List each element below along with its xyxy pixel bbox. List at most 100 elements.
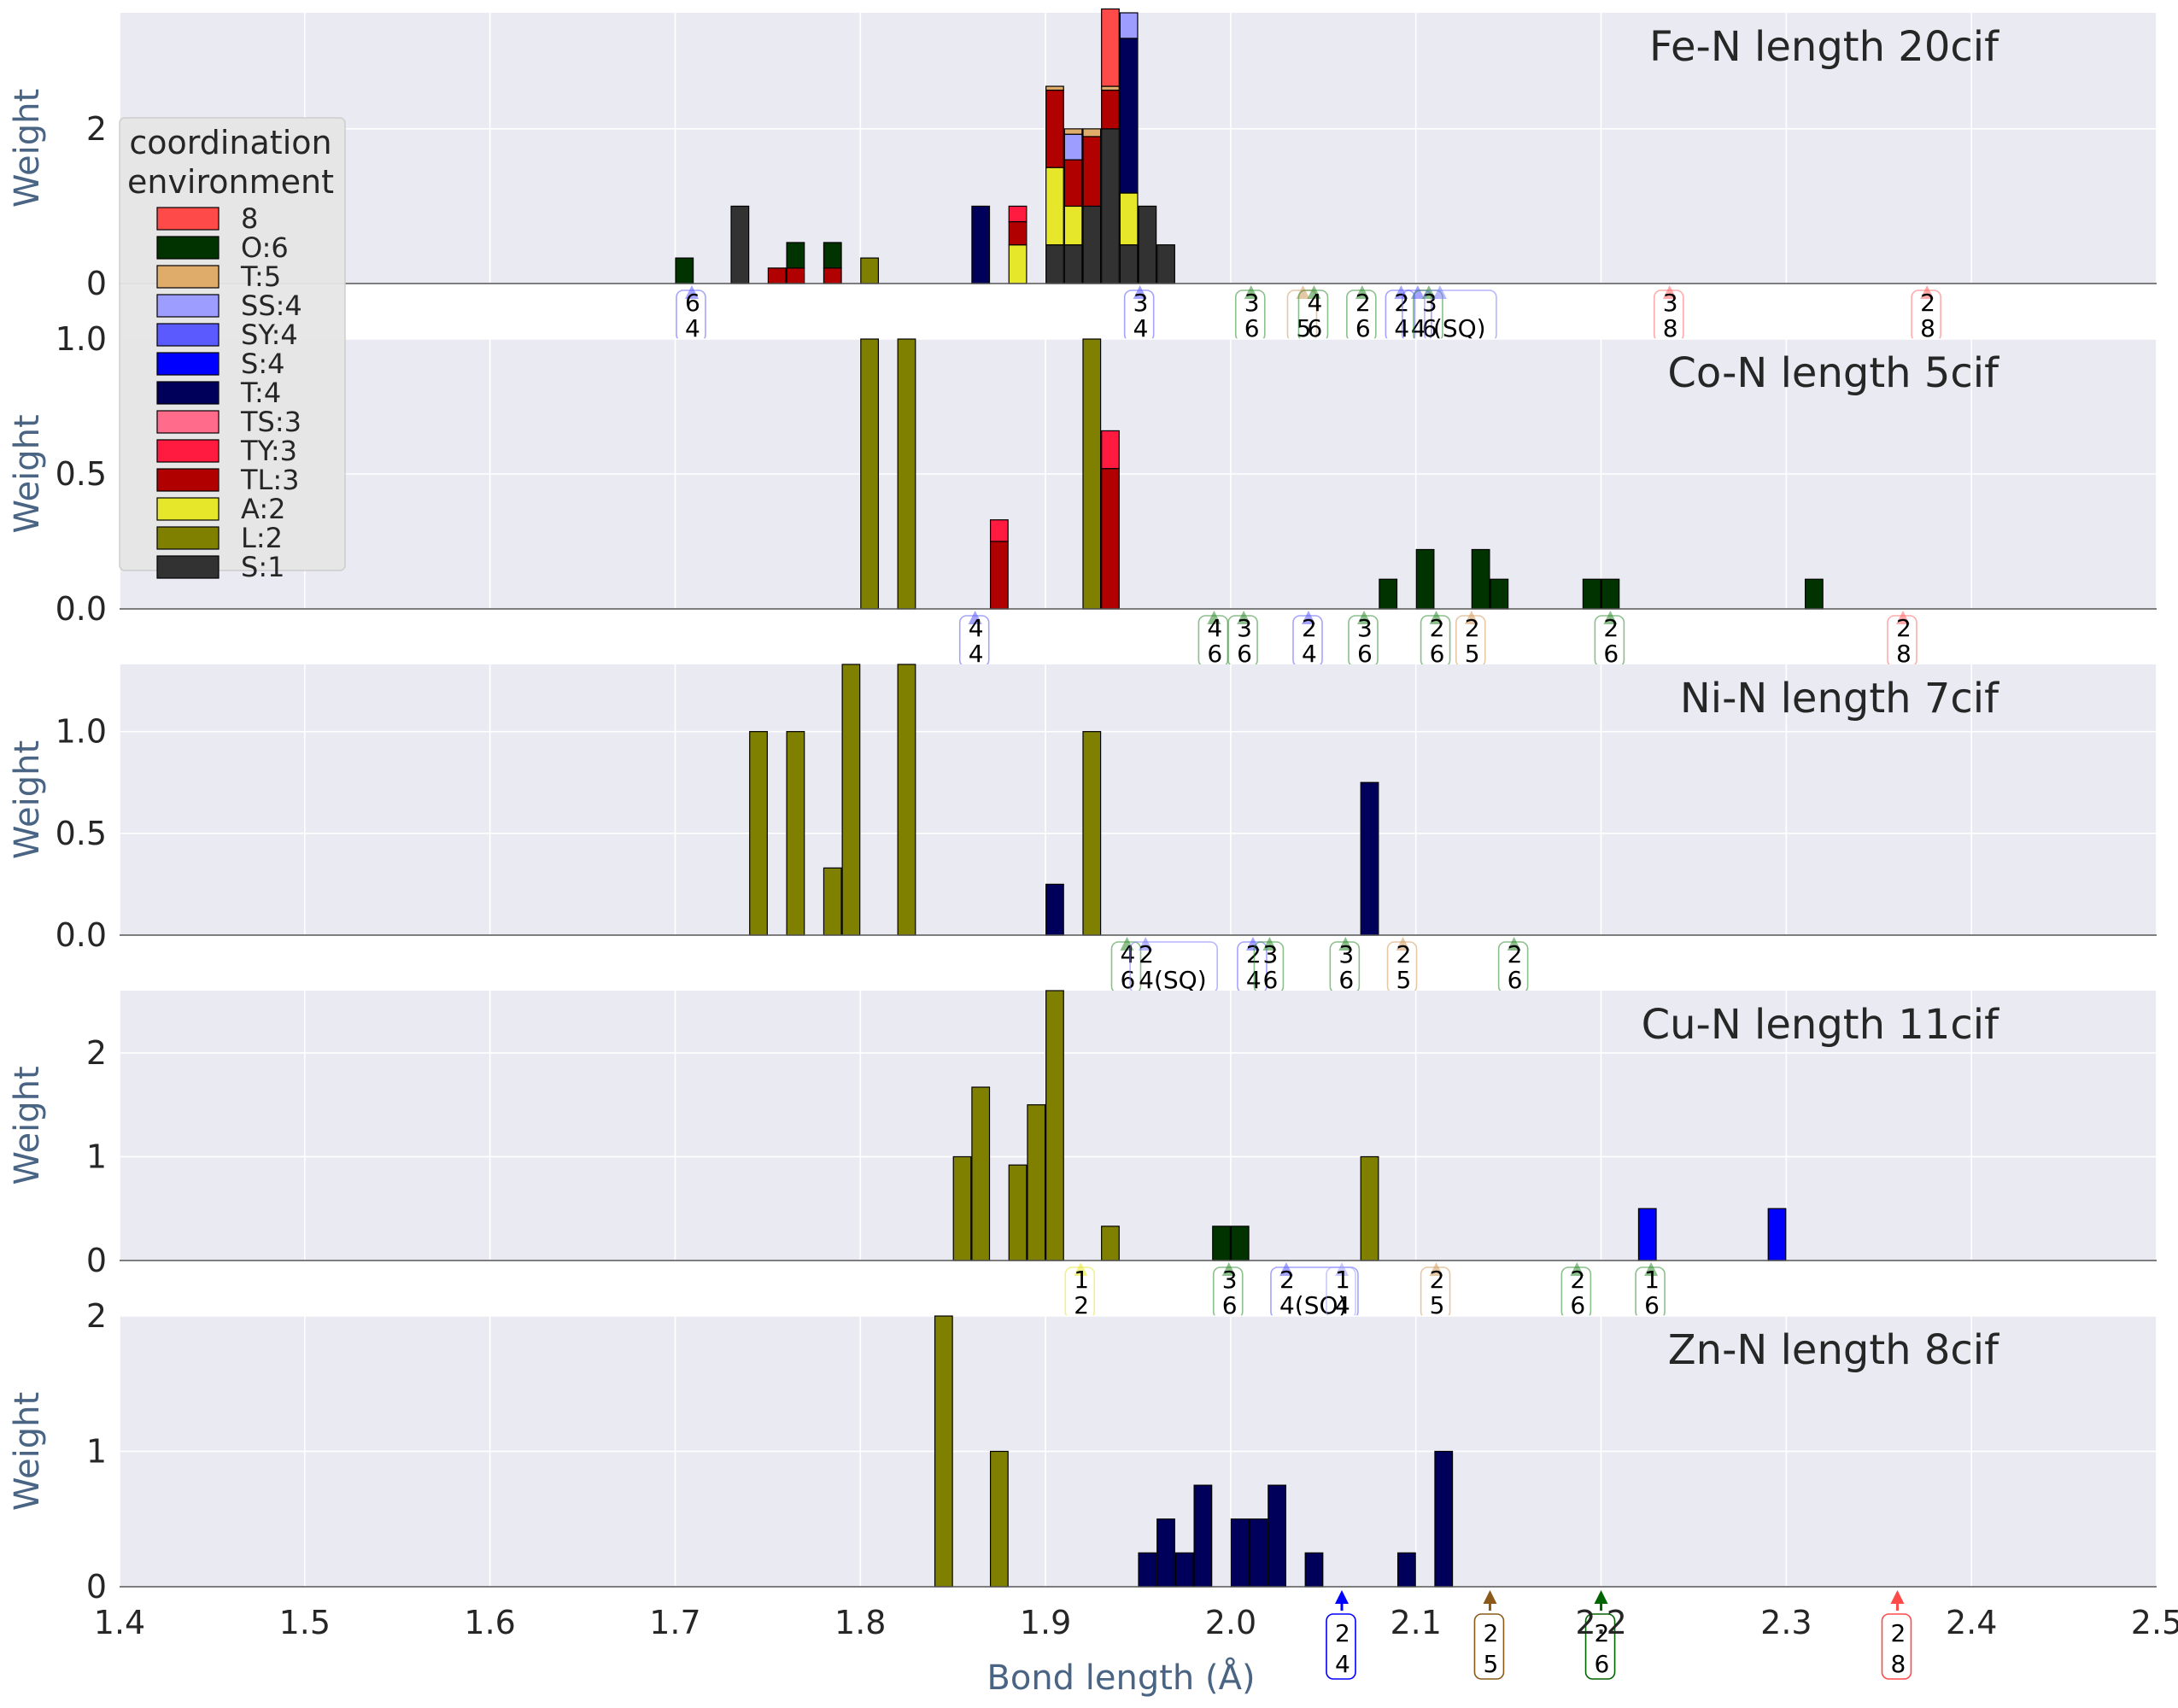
marker-label-bottom: 6: [1430, 640, 1445, 668]
legend-swatch: [156, 555, 220, 579]
bar-segment: [1471, 548, 1490, 610]
marker-label-top: 2: [1396, 940, 1412, 968]
marker-arrow: [1279, 1262, 1293, 1276]
bar-segment: [1045, 167, 1064, 246]
marker-box: [1473, 1613, 1505, 1680]
marker-arrow: [1570, 1262, 1584, 1276]
panel-1: 0.00.51.0Co-N length 5cifWeight444636243…: [8, 320, 2158, 668]
legend-swatch: [156, 439, 220, 463]
x-tick-label: 2.1: [1391, 1604, 1442, 1641]
bar-segment: [1008, 205, 1028, 223]
marker-label-bottom: 4: [1133, 314, 1149, 342]
marker-label-bottom: 2: [1074, 1291, 1089, 1319]
bar-segment: [1101, 85, 1120, 91]
marker-label-top: 2: [1279, 1266, 1295, 1294]
marker-arrow: [1662, 285, 1677, 299]
bar-segment: [1119, 12, 1139, 39]
y-tick-label: 0.5: [56, 455, 107, 493]
bar-segment: [1101, 430, 1120, 470]
marker-label-top: 3: [1422, 289, 1437, 317]
legend-swatch: [156, 410, 220, 434]
legend-swatch: [156, 207, 220, 231]
marker-arrow: [1594, 1590, 1608, 1604]
panel-title: Ni-N length 7cif: [1680, 675, 1999, 722]
bar-segment: [860, 257, 880, 284]
marker-label-top: 2: [1890, 1619, 1906, 1647]
plot-background: [120, 991, 2157, 1261]
bar-segment: [1063, 128, 1083, 135]
bar-segment: [1008, 220, 1028, 246]
marker-label-top: 6: [685, 289, 700, 317]
x-tick-label: 1.5: [279, 1604, 331, 1641]
bar-segment: [1193, 1484, 1213, 1588]
marker-label-top: 2: [1570, 1266, 1585, 1294]
marker-arrow: [1357, 611, 1372, 624]
marker-label-bottom: 4(SO): [1279, 1291, 1347, 1319]
legend-label: T:5: [240, 260, 281, 293]
bar-segment: [786, 731, 805, 936]
y-axis-label: Weight: [8, 414, 47, 533]
y-tick-label: 0.0: [56, 916, 107, 954]
marker-box: [1326, 1613, 1356, 1680]
marker-label-top: 3: [1237, 614, 1252, 642]
bar-segment: [1138, 205, 1157, 284]
legend-swatch: [156, 265, 220, 289]
bar-segment: [1767, 1208, 1787, 1261]
marker-label-top: 2: [1603, 614, 1619, 642]
marker-arrow: [684, 285, 699, 299]
marker-label-top: 2: [1302, 614, 1317, 642]
marker-label-top: 1: [1644, 1266, 1660, 1294]
x-tick-label: 2.2: [1575, 1604, 1626, 1641]
marker-label-bottom: 8: [1896, 640, 1912, 668]
bar-segment: [823, 242, 842, 269]
marker-label-top: 1: [1074, 1266, 1089, 1294]
marker-label-bottom: 4: [1335, 1291, 1350, 1319]
y-tick-label: 2: [86, 1297, 107, 1335]
legend-swatch: [156, 381, 220, 405]
marker-label-bottom: 8: [1663, 314, 1678, 342]
bar-segment: [823, 267, 842, 284]
marker-label-top: 4: [1120, 940, 1135, 968]
marker-arrow: [1432, 285, 1447, 299]
bar-segment: [786, 242, 805, 269]
marker-arrow: [1603, 611, 1618, 624]
bar-segment: [1156, 244, 1175, 284]
bar-segment: [897, 664, 916, 936]
bar-segment: [1063, 205, 1083, 246]
bar-segment: [1637, 1208, 1657, 1261]
bar-segment: [860, 338, 880, 610]
bar-segment: [1101, 1225, 1120, 1261]
y-axis-label: Weight: [8, 89, 47, 208]
legend-label: TL:3: [240, 464, 300, 496]
marker-arrow: [1355, 285, 1369, 299]
legend-swatch: [156, 468, 220, 492]
x-tick-label: 2.4: [1946, 1604, 1997, 1641]
bar-segment: [952, 1155, 972, 1261]
marker-label-bottom: 6: [1357, 640, 1373, 668]
marker-label-top: 3: [1663, 289, 1678, 317]
y-tick-label: 0: [86, 1242, 107, 1279]
panel-title: Co-N length 5cif: [1667, 349, 1999, 397]
marker-arrow: [1507, 937, 1521, 951]
marker-label-bottom: 6: [1244, 314, 1260, 342]
bar-segment: [1119, 244, 1139, 284]
marker-label-bottom: 6: [1262, 966, 1278, 994]
legend-title-line: environment: [127, 163, 334, 201]
marker-arrow: [1237, 611, 1251, 624]
marker-label-top: 4: [1307, 289, 1322, 317]
x-tick-label: 2.5: [2131, 1604, 2178, 1641]
marker-arrow: [1335, 1590, 1349, 1604]
marker-label-top: 2: [1483, 1619, 1498, 1647]
marker-arrow: [1394, 285, 1408, 299]
panel-title: Cu-N length 11cif: [1642, 1001, 1999, 1049]
bar-segment: [1582, 578, 1601, 610]
marker-label-top: 4: [969, 614, 984, 642]
bar-segment: [1304, 1552, 1324, 1588]
panel-2: 0.00.51.0Ni-N length 7cifWeight4624(SQ)2…: [8, 664, 2158, 994]
bar-segment: [1101, 8, 1120, 87]
bar-segment: [1045, 244, 1064, 284]
panel-title: Fe-N length 20cif: [1649, 23, 1999, 71]
bar-segment: [1063, 133, 1083, 161]
x-tick-label: 1.6: [464, 1604, 515, 1641]
